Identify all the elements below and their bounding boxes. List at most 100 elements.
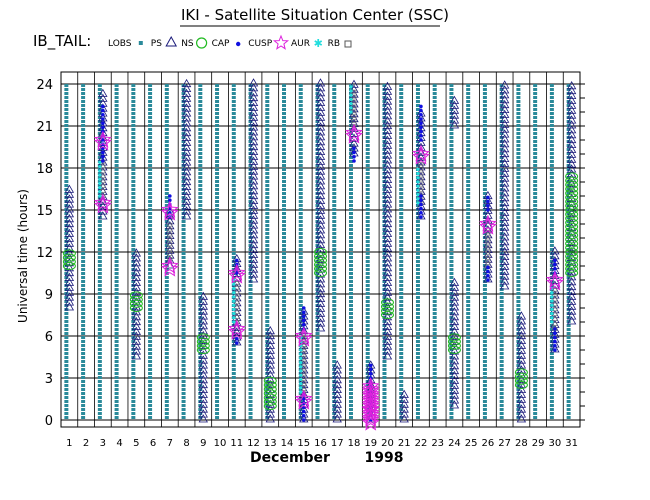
ps-mark — [499, 163, 510, 172]
cap-mark — [553, 335, 557, 340]
ps-mark — [499, 119, 510, 128]
aur-mark — [349, 110, 353, 114]
ps-mark — [566, 149, 577, 158]
cusp-mark — [294, 329, 313, 347]
rb-mark — [234, 305, 240, 310]
rb-mark — [485, 249, 491, 254]
ps-mark — [399, 399, 409, 408]
ps-mark — [315, 176, 326, 185]
x-tick-label: 13 — [264, 438, 277, 449]
ps-mark — [64, 204, 75, 213]
aur-mark — [232, 320, 236, 324]
aur-mark — [299, 352, 303, 356]
ps-mark — [382, 86, 393, 95]
y-tick-label: 18 — [36, 162, 53, 177]
ps-mark — [315, 249, 326, 258]
ps-mark — [64, 262, 75, 272]
ns-mark — [196, 333, 210, 342]
ps-mark — [483, 195, 493, 204]
ns-mark — [129, 304, 143, 312]
x-tick-label: 16 — [314, 438, 327, 449]
ps-mark — [416, 113, 426, 122]
ps-mark — [131, 341, 142, 350]
ps-segment-day-21 — [399, 389, 409, 423]
ps-mark — [315, 107, 326, 116]
ps-mark — [131, 326, 142, 335]
ns-mark — [565, 222, 579, 231]
ps-mark — [382, 209, 393, 218]
ps-mark — [315, 92, 326, 102]
cusp-mark — [361, 389, 380, 407]
ps-mark — [449, 365, 460, 375]
ps-mark — [332, 414, 342, 423]
ps-mark — [198, 360, 208, 369]
ps-segment-day-8 — [181, 78, 192, 220]
ps-mark — [382, 351, 393, 360]
ps-mark — [64, 297, 75, 306]
ps-mark — [131, 336, 142, 345]
ps-mark — [315, 146, 326, 155]
ps-mark — [332, 370, 342, 379]
ps-mark — [265, 409, 275, 418]
ps-mark — [449, 321, 460, 330]
ps-mark — [382, 258, 393, 267]
legend-label: LOBS — [108, 39, 132, 49]
x-tick-label: 15 — [297, 438, 310, 449]
ps-mark — [248, 78, 259, 87]
aur-segment-day-15 — [299, 335, 303, 394]
aur-segment-day-18 — [349, 85, 353, 114]
ps-mark — [315, 274, 326, 283]
aur-mark — [299, 373, 303, 377]
cusp-mark — [227, 319, 246, 337]
ps-mark — [64, 233, 75, 242]
ps-mark — [332, 404, 342, 413]
ps-mark — [499, 241, 510, 251]
ns-mark — [380, 298, 394, 307]
ps-mark — [315, 279, 326, 288]
cap-mark — [419, 108, 423, 113]
ps-mark — [449, 302, 460, 311]
ps-mark — [315, 200, 326, 209]
cusp-segment-day-19 — [361, 377, 380, 417]
ps-mark — [198, 335, 208, 344]
ps-mark — [566, 120, 577, 129]
cap-mark — [234, 337, 239, 341]
rb-mark — [301, 375, 307, 380]
ps-mark — [131, 272, 142, 281]
aur-mark — [416, 201, 420, 205]
ps-mark — [382, 125, 393, 134]
ps-segment-day-28 — [516, 311, 527, 423]
ns-mark — [565, 206, 579, 214]
aur-mark — [232, 316, 236, 320]
ps-mark — [181, 171, 192, 181]
x-tick-label: 28 — [515, 438, 528, 449]
ps-mark — [248, 156, 259, 165]
ns-mark — [565, 227, 579, 235]
y-tick-label: 21 — [36, 120, 53, 135]
ps-mark — [131, 297, 142, 306]
aur-mark — [232, 303, 236, 307]
ps-mark — [198, 291, 208, 300]
ps-mark — [566, 164, 577, 173]
cap-mark — [486, 265, 490, 270]
ps-mark — [131, 248, 142, 257]
ps-mark — [566, 203, 577, 212]
cap-mark — [553, 344, 557, 348]
ps-mark — [382, 277, 393, 286]
aur-mark — [416, 180, 420, 184]
ps-mark — [315, 225, 326, 234]
ps-mark — [449, 400, 460, 409]
rb-mark — [301, 350, 307, 355]
cusp-mark — [160, 200, 179, 218]
ps-mark — [198, 321, 208, 330]
x-tick-label: 7 — [167, 438, 173, 449]
ps-mark — [181, 167, 192, 176]
ps-mark — [349, 113, 359, 123]
ps-mark — [382, 223, 393, 232]
ps-segment-day-9 — [198, 291, 208, 423]
cap-mark — [486, 208, 490, 212]
cusp-mark — [361, 380, 380, 397]
ns-mark — [263, 397, 277, 406]
ps-mark — [499, 246, 510, 256]
cusp-segment-day-7 — [160, 256, 179, 277]
